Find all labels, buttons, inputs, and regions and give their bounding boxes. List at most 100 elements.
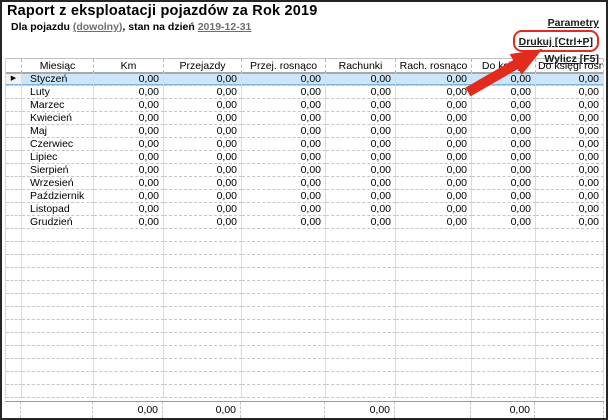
empty-cell [164,242,242,255]
empty-cell [326,359,396,372]
column-header-6[interactable]: Rach. rosnąco [396,59,472,73]
empty-cell [164,281,242,294]
column-header-2[interactable]: Km [94,59,164,73]
cell-value: 0,00 [536,177,604,190]
cell-month: Marzec [22,99,94,112]
cell-value: 0,00 [94,86,164,99]
table-row-Wrzesień[interactable]: Wrzesień 0,00 0,00 0,00 0,00 0,00 0,00 0,00 [6,177,604,190]
empty-cell [6,385,22,398]
column-header-4[interactable]: Przej. rosnąco [242,59,326,73]
cell-value: 0,00 [242,203,326,216]
empty-cell [164,255,242,268]
empty-cell [396,294,472,307]
table-row-Kwiecień[interactable]: Kwiecień 0,00 0,00 0,00 0,00 0,00 0,00 0,00 [6,112,604,125]
vehicle-filter-link[interactable]: (dowolny) [72,21,123,33]
cell-value: 0,00 [396,216,472,229]
cell-value: 0,00 [536,151,604,164]
cell-value: 0,00 [472,216,536,229]
empty-cell [536,372,604,385]
empty-cell [326,346,396,359]
table-row-Marzec[interactable]: Marzec 0,00 0,00 0,00 0,00 0,00 0,00 0,00 [6,99,604,112]
empty-cell [6,294,22,307]
empty-cell [22,320,94,333]
empty-cell [164,359,242,372]
empty-cell [536,281,604,294]
empty-cell [22,242,94,255]
empty-cell [6,320,22,333]
empty-cell [94,281,164,294]
empty-cell [396,268,472,281]
empty-cell [326,320,396,333]
drukuj-link[interactable]: Drukuj [Ctrl+P] [518,36,593,48]
empty-cell [22,268,94,281]
empty-row [6,268,604,281]
table-row-Luty[interactable]: Luty 0,00 0,00 0,00 0,00 0,00 0,00 0,00 [6,86,604,99]
date-filter-link[interactable]: 2019-12-31 [197,21,252,33]
empty-cell [396,320,472,333]
empty-cell [164,372,242,385]
empty-cell [536,320,604,333]
empty-cell [242,242,326,255]
cell-value: 0,00 [326,216,396,229]
empty-row [6,320,604,333]
cell-month: Grudzień [22,216,94,229]
row-selector-cell [6,164,22,177]
empty-cell [472,320,536,333]
cell-value: 0,00 [94,203,164,216]
parametry-link[interactable]: Parametry [547,17,599,29]
table-row-Sierpień[interactable]: Sierpień 0,00 0,00 0,00 0,00 0,00 0,00 0,00 [6,164,604,177]
table-row-Grudzień[interactable]: Grudzień 0,00 0,00 0,00 0,00 0,00 0,00 0,00 [6,216,604,229]
table-row-Październik[interactable]: Październik 0,00 0,00 0,00 0,00 0,00 0,00 0,00 [6,190,604,203]
row-selector-cell [6,112,22,125]
empty-row [6,242,604,255]
table-row-Maj[interactable]: Maj 0,00 0,00 0,00 0,00 0,00 0,00 0,00 [6,125,604,138]
empty-cell [396,229,472,242]
empty-cell [6,372,22,385]
cell-value: 0,00 [164,177,242,190]
empty-cell [94,307,164,320]
cell-value: 0,00 [164,151,242,164]
empty-cell [6,229,22,242]
empty-row [6,307,604,320]
summary-cell [21,402,93,418]
subtitle-middle: , stan na dzień [122,21,198,33]
table-row-Styczeń[interactable]: ▶ Styczeń 0,00 0,00 0,00 0,00 0,00 0,00 0,00 [6,73,604,86]
cell-value: 0,00 [396,164,472,177]
cell-value: 0,00 [326,203,396,216]
empty-row [6,281,604,294]
cell-value: 0,00 [326,73,396,86]
cell-value: 0,00 [242,86,326,99]
empty-cell [326,307,396,320]
cell-value: 0,00 [164,99,242,112]
cell-value: 0,00 [94,99,164,112]
cell-value: 0,00 [242,125,326,138]
cell-value: 0,00 [242,99,326,112]
empty-cell [326,268,396,281]
empty-cell [326,333,396,346]
table-row-Listopad[interactable]: Listopad 0,00 0,00 0,00 0,00 0,00 0,00 0,00 [6,203,604,216]
empty-cell [22,385,94,398]
empty-cell [6,268,22,281]
empty-cell [472,372,536,385]
empty-cell [94,333,164,346]
empty-cell [22,359,94,372]
table-row-Lipiec[interactable]: Lipiec 0,00 0,00 0,00 0,00 0,00 0,00 0,00 [6,151,604,164]
cell-value: 0,00 [94,73,164,86]
column-header-8[interactable]: Do księgi rosnąco [536,59,604,73]
wylicz-link[interactable]: Wylicz [F5] [544,53,599,65]
column-header-3[interactable]: Przejazdy [164,59,242,73]
empty-cell [396,255,472,268]
cell-value: 0,00 [94,190,164,203]
cell-value: 0,00 [472,112,536,125]
cell-value: 0,00 [536,73,604,86]
column-header-5[interactable]: Rachunki [326,59,396,73]
empty-row [6,385,604,398]
cell-value: 0,00 [536,203,604,216]
table-row-Czerwiec[interactable]: Czerwiec 0,00 0,00 0,00 0,00 0,00 0,00 0,00 [6,138,604,151]
empty-cell [94,320,164,333]
cell-value: 0,00 [472,86,536,99]
column-header-1[interactable]: Miesiąc [22,59,94,73]
grid-body: ▶ Styczeń 0,00 0,00 0,00 0,00 0,00 0,00 0,00 Luty… [6,73,604,398]
summary-cell: 0,00 [471,402,535,418]
